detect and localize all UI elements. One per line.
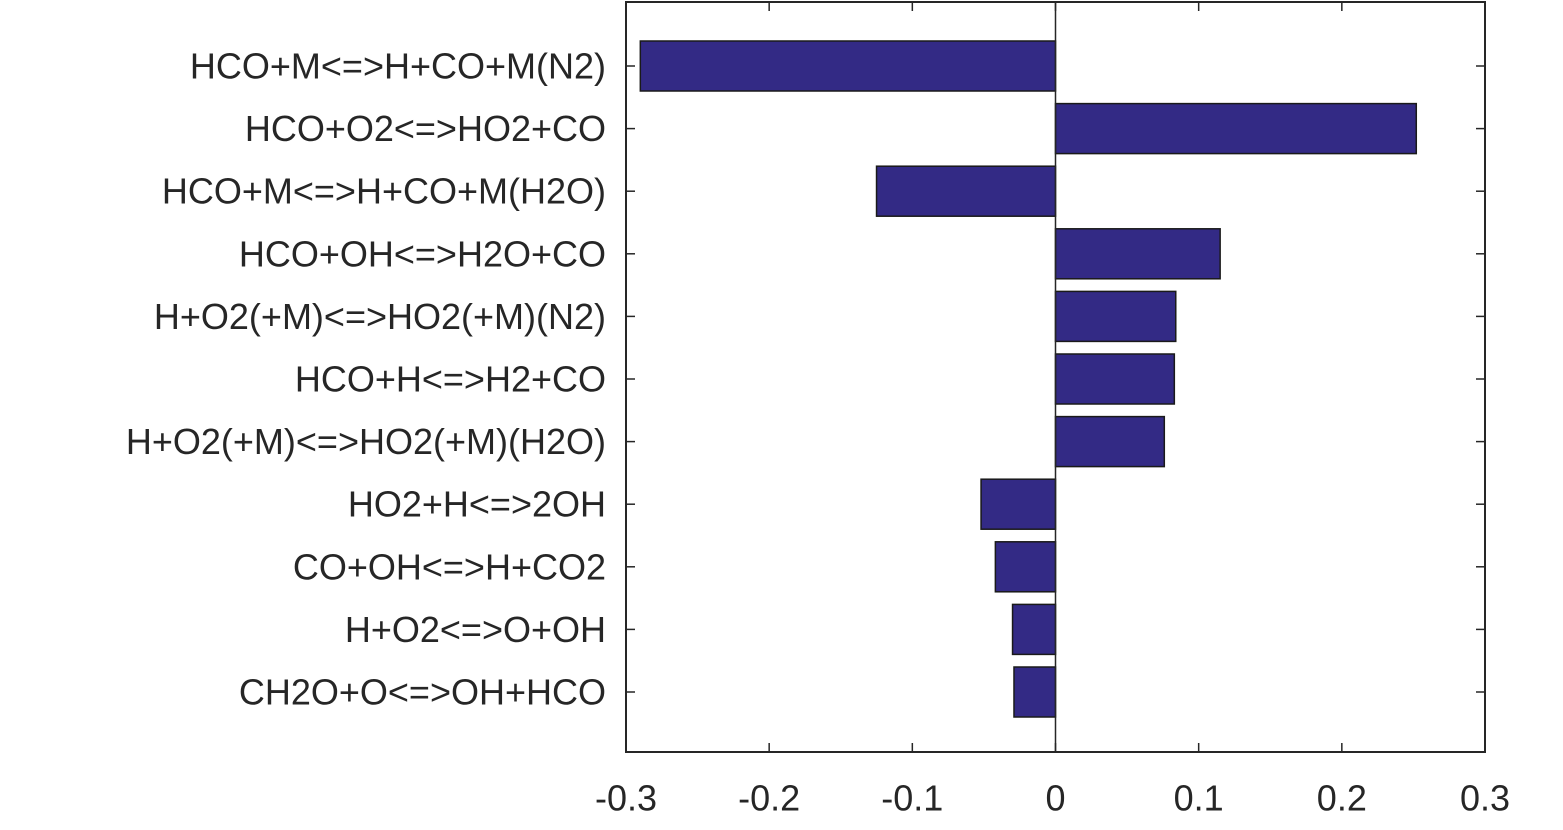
x-tick-label: -0.3 (595, 778, 657, 819)
bar (994, 541, 1057, 593)
category-label: HCO+OH<=>H2O+CO (239, 233, 606, 274)
bar (1054, 290, 1177, 343)
category-label: HCO+M<=>H+CO+M(N2) (190, 46, 606, 87)
x-tick-label: 0 (1045, 778, 1065, 819)
category-label: H+O2(+M)<=>HO2(+M)(N2) (154, 296, 606, 337)
category-label: HCO+O2<=>HO2+CO (245, 108, 606, 149)
category-label: CO+OH<=>H+CO2 (293, 546, 606, 587)
bar (1054, 415, 1166, 468)
bar (1054, 228, 1221, 280)
category-label: HO2+H<=>2OH (348, 484, 606, 525)
x-tick-label: 0.3 (1460, 778, 1510, 819)
bar (1054, 102, 1418, 155)
category-label: HCO+H<=>H2+CO (295, 359, 606, 400)
category-labels: HCO+M<=>H+CO+M(N2) HCO+O2<=>HO2+CO HCO+M<=… (126, 46, 606, 713)
bar (1054, 353, 1176, 405)
bar (875, 165, 1057, 217)
bar (980, 478, 1057, 530)
x-tick-label: 0.1 (1174, 778, 1224, 819)
x-tick-label: -0.2 (738, 778, 800, 819)
category-label: H+O2(+M)<=>HO2(+M)(H2O) (126, 421, 606, 462)
x-tick-label: 0.2 (1317, 778, 1367, 819)
category-label: H+O2<=>O+OH (345, 609, 606, 650)
bar (1011, 603, 1057, 656)
x-tick-label: -0.1 (881, 778, 943, 819)
bar (639, 40, 1057, 92)
category-label: CH2O+O<=>OH+HCO (239, 672, 606, 713)
bars-layer (639, 40, 1418, 718)
bar (1013, 666, 1057, 718)
category-label: HCO+M<=>H+CO+M(H2O) (162, 171, 606, 212)
x-axis-tick-labels: -0.3 -0.2 -0.1 0 0.1 0.2 0.3 (595, 778, 1510, 819)
ticks-layer (625, 2, 1486, 752)
